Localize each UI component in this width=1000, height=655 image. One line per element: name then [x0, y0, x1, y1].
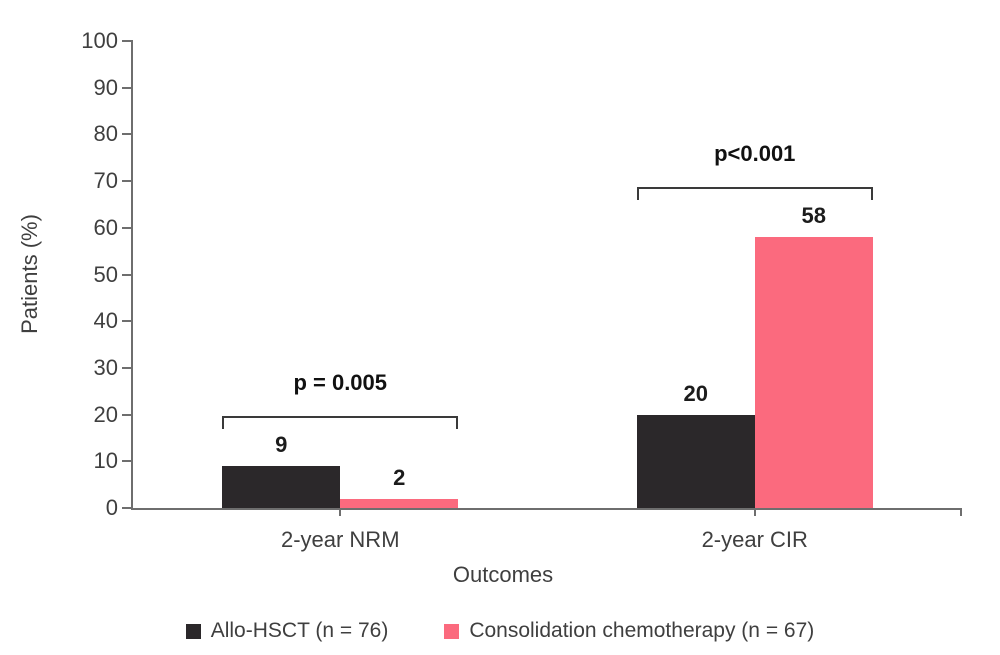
legend: Allo-HSCT (n = 76) Consolidation chemothe…: [0, 618, 1000, 644]
y-tick-label: 60: [93, 214, 118, 240]
significance-bracket: [636, 187, 873, 201]
significance-bracket: [222, 415, 459, 429]
y-tick-label: 30: [93, 354, 118, 380]
y-tick-label: 90: [93, 74, 118, 100]
bar-value-label: 9: [275, 431, 288, 457]
p-value-label: p = 0.005: [293, 369, 388, 395]
legend-item-allo-hsct: Allo-HSCT (n = 76): [185, 618, 389, 644]
bar-allo-hsct-2-year-nrm: [222, 465, 341, 508]
y-tick-mark: [122, 86, 131, 89]
x-axis-title: Outcomes: [452, 562, 554, 587]
x-axis-end-tick: [960, 508, 962, 516]
y-tick-mark: [122, 460, 131, 463]
x-tick-mark: [753, 508, 756, 516]
x-category-label-2-year-nrm: 2-year NRM: [280, 527, 400, 552]
y-tick-label: 20: [93, 401, 118, 427]
legend-item-consolidation-chemotherapy: Consolidation chemotherapy (n = 67): [444, 618, 814, 644]
y-tick-mark: [122, 40, 131, 42]
y-axis-line: [131, 40, 133, 510]
p-value-label: p<0.001: [714, 141, 796, 167]
y-tick-mark: [122, 180, 131, 183]
y-tick-mark: [122, 507, 131, 509]
y-tick-label: 100: [81, 28, 118, 53]
bar-value-label: 2: [393, 464, 406, 490]
y-tick-label: 40: [93, 308, 118, 334]
y-tick-label: 70: [93, 168, 118, 194]
bar-consolidation-chemotherapy-2-year-nrm: [340, 498, 459, 508]
y-tick-mark: [122, 366, 131, 369]
y-tick-label: 10: [93, 448, 118, 474]
x-category-label-2-year-cir: 2-year CIR: [701, 527, 808, 552]
y-tick-mark: [122, 320, 131, 323]
y-tick-mark: [122, 273, 131, 276]
y-tick-label: 80: [93, 121, 118, 147]
bar-allo-hsct-2-year-cir: [636, 414, 755, 508]
legend-swatch-icon: [444, 623, 460, 639]
legend-label: Consolidation chemotherapy (n = 67): [469, 619, 815, 642]
y-tick-mark: [122, 133, 131, 136]
x-tick-mark: [339, 508, 342, 516]
bar-value-label: 58: [801, 203, 826, 229]
y-tick-label: 50: [93, 261, 118, 287]
x-axis-line: [131, 508, 962, 510]
legend-swatch-icon: [185, 623, 201, 639]
y-tick-mark: [122, 413, 131, 416]
y-tick-mark: [122, 226, 131, 229]
bar-value-label: 20: [683, 380, 708, 406]
y-tick-label: 0: [105, 495, 118, 520]
legend-label: Allo-HSCT (n = 76): [210, 619, 389, 642]
bar-consolidation-chemotherapy-2-year-cir: [754, 237, 873, 508]
